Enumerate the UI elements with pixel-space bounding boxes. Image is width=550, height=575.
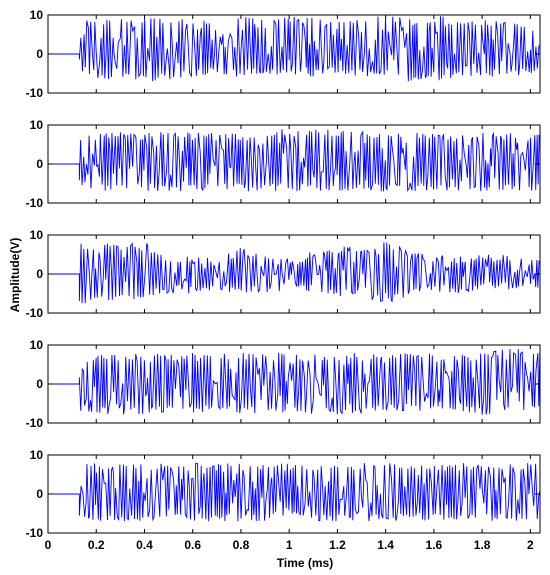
signal-trace: [48, 129, 540, 192]
x-tick-label: 1: [286, 538, 293, 552]
x-tick-label: 0.2: [88, 538, 105, 552]
signal-trace: [48, 16, 540, 82]
y-tick-label: 0: [36, 157, 43, 171]
y-tick-label: 0: [36, 377, 43, 391]
y-tick-label: -10: [26, 306, 44, 320]
y-tick-label: 0: [36, 267, 43, 281]
subplot-2: -10 0 10: [26, 118, 541, 210]
y-tick-label: -10: [26, 86, 44, 100]
y-tick-label: -10: [26, 526, 44, 540]
x-tick-label: 1.4: [377, 538, 394, 552]
x-axis-label: Time (ms): [277, 556, 333, 570]
y-tick-label: 10: [30, 118, 44, 132]
y-axis-label: Amplitude(V): [8, 238, 22, 313]
signal-trace: [48, 462, 540, 522]
x-tick-label: 1.6: [426, 538, 443, 552]
x-tick-label: 1.2: [329, 538, 346, 552]
y-tick-label: 0: [36, 487, 43, 501]
subplot-1: -10 0 10: [26, 8, 541, 100]
y-tick-label: 10: [30, 8, 44, 22]
y-tick-label: 10: [30, 338, 44, 352]
x-tick-label: 0: [45, 538, 52, 552]
x-tick-label: 0.4: [136, 538, 153, 552]
signal-trace: [48, 349, 540, 415]
y-tick-label: 10: [30, 228, 44, 242]
y-tick-label: -10: [26, 196, 44, 210]
signal-trace: [48, 242, 540, 304]
y-tick-label: 0: [36, 47, 43, 61]
x-tick-label: 2: [527, 538, 534, 552]
x-tick-label: 0.8: [233, 538, 250, 552]
subplot-3: -10 0 10: [26, 228, 541, 320]
subplot-4: -10 0 10: [26, 338, 541, 430]
x-tick-label: 1.8: [474, 538, 491, 552]
y-tick-label: -10: [26, 416, 44, 430]
y-tick-label: 10: [30, 448, 44, 462]
x-tick-label: 0.6: [184, 538, 201, 552]
